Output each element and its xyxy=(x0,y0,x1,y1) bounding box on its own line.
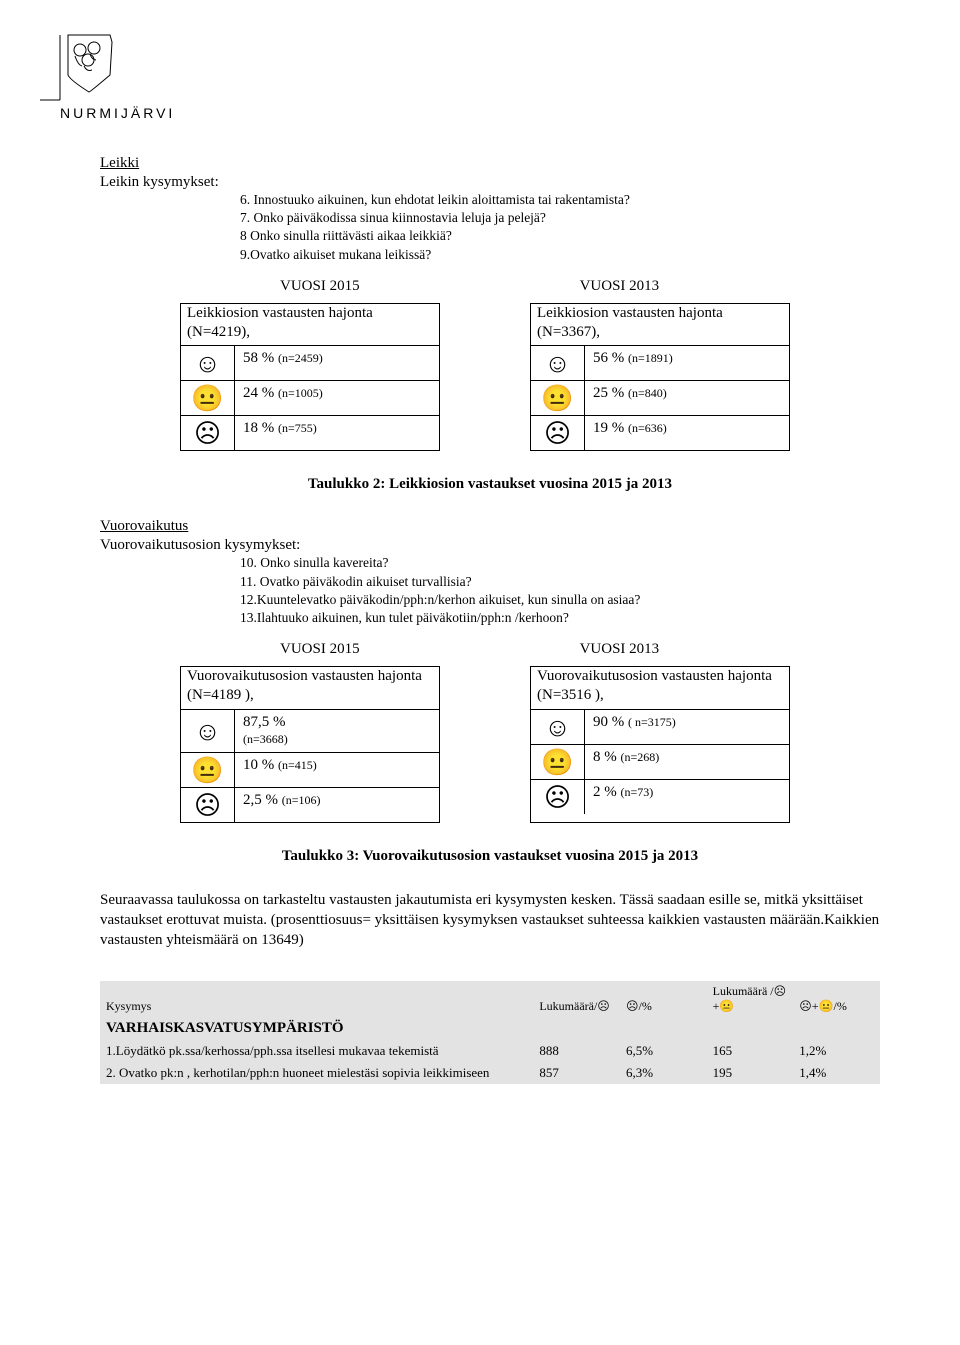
face-sad-icon: ☹ xyxy=(181,416,235,450)
cell-a: 888 xyxy=(533,1040,620,1062)
face-neutral-icon: 😐 xyxy=(181,753,235,787)
col-pct-sad: ☹/% xyxy=(620,981,707,1017)
face-neutral-icon: 😐 xyxy=(181,381,235,415)
box-head: Leikkiosion vastausten hajonta (N=3367), xyxy=(531,304,789,347)
vuoro-title: Vuorovaikutus xyxy=(100,518,880,535)
cell-b: 6,5% xyxy=(620,1040,707,1062)
vuoro-questions: 10. Onko sinulla kavereita? 11. Ovatko p… xyxy=(240,554,880,627)
face-happy-icon: ☺ xyxy=(181,710,235,752)
face-sad-icon: ☹ xyxy=(181,788,235,822)
stat-value: 8 % (n=268) xyxy=(585,745,789,779)
caption-3: Taulukko 3: Vuorovaikutusosion vastaukse… xyxy=(100,848,880,865)
col-pct-mix: ☹+😐/% xyxy=(793,981,880,1017)
year-2015: VUOSI 2015 xyxy=(280,641,360,658)
leikki-subtitle: Leikin kysymykset: xyxy=(100,174,880,191)
page: NURMIJÄRVI Leikki Leikin kysymykset: 6. … xyxy=(0,0,960,1144)
year-row-1: VUOSI 2015 VUOSI 2013 xyxy=(280,278,880,295)
table-row: VARHAISKASVATUSYMPÄRISTÖ xyxy=(100,1017,880,1040)
question-item: 10. Onko sinulla kavereita? xyxy=(240,554,880,572)
stat-value: 25 % (n=840) xyxy=(585,381,789,415)
cell-q: 2. Ovatko pk:n , kerhotilan/pph:n huonee… xyxy=(100,1062,533,1084)
logo-icon: NURMIJÄRVI xyxy=(40,30,190,125)
stat-row: ☺ 87,5 %(n=3668) xyxy=(181,710,439,752)
logo-area: NURMIJÄRVI xyxy=(40,30,880,125)
stat-value: 10 % (n=415) xyxy=(235,753,439,787)
question-item: 8 Onko sinulla riittävästi aikaa leikkiä… xyxy=(240,227,880,245)
caption-2: Taulukko 2: Leikkiosion vastaukset vuosi… xyxy=(100,476,880,493)
stat-row: ☺ 56 % (n=1891) xyxy=(531,346,789,380)
stat-row: 😐 24 % (n=1005) xyxy=(181,380,439,415)
year-row-2: VUOSI 2015 VUOSI 2013 xyxy=(280,641,880,658)
year-2013: VUOSI 2013 xyxy=(580,641,660,658)
stat-row: 😐 10 % (n=415) xyxy=(181,752,439,787)
face-happy-icon: ☺ xyxy=(181,346,235,380)
question-item: 12.Kuuntelevatko päiväkodin/pph:n/kerhon… xyxy=(240,591,880,609)
stat-value: 90 % ( n=3175) xyxy=(585,710,789,744)
stat-row: ☺ 90 % ( n=3175) xyxy=(531,710,789,744)
face-happy-icon: ☺ xyxy=(531,346,585,380)
face-sad-icon: ☹ xyxy=(531,780,585,814)
wordmark: NURMIJÄRVI xyxy=(60,105,175,121)
face-neutral-icon: 😐 xyxy=(531,381,585,415)
vuoro-box-2015: Vuorovaikutusosion vastausten hajonta (N… xyxy=(180,666,440,823)
stat-row: ☹ 2,5 % (n=106) xyxy=(181,787,439,822)
box-head: Vuorovaikutusosion vastausten hajonta (N… xyxy=(181,667,439,710)
question-item: 11. Ovatko päiväkodin aikuiset turvallis… xyxy=(240,573,880,591)
col-kysymys: Kysymys xyxy=(100,981,533,1017)
leikki-questions: 6. Innostuuko aikuinen, kun ehdotat leik… xyxy=(240,191,880,264)
table-header-row: Kysymys Lukumäärä/☹ ☹/% Lukumäärä /☹+😐 ☹… xyxy=(100,981,880,1017)
leikki-box-2013: Leikkiosion vastausten hajonta (N=3367),… xyxy=(530,303,790,452)
stat-row: 😐 8 % (n=268) xyxy=(531,744,789,779)
summary-paragraph: Seuraavassa taulukossa on tarkasteltu va… xyxy=(100,890,880,951)
stat-value: 2 % (n=73) xyxy=(585,780,789,814)
stat-row: ☹ 2 % (n=73) xyxy=(531,779,789,814)
leikki-box-2015: Leikkiosion vastausten hajonta (N=4219),… xyxy=(180,303,440,452)
cell-c: 165 xyxy=(707,1040,794,1062)
leikki-boxes: Leikkiosion vastausten hajonta (N=4219),… xyxy=(180,303,880,452)
stat-value: 18 % (n=755) xyxy=(235,416,439,450)
table-row: 2. Ovatko pk:n , kerhotilan/pph:n huonee… xyxy=(100,1062,880,1084)
face-sad-icon: ☹ xyxy=(531,416,585,450)
summary-table: Kysymys Lukumäärä/☹ ☹/% Lukumäärä /☹+😐 ☹… xyxy=(100,981,880,1084)
cell-b: 6,3% xyxy=(620,1062,707,1084)
env-header: VARHAISKASVATUSYMPÄRISTÖ xyxy=(100,1017,880,1040)
cell-d: 1,2% xyxy=(793,1040,880,1062)
stat-value: 2,5 % (n=106) xyxy=(235,788,439,822)
stat-row: ☹ 19 % (n=636) xyxy=(531,415,789,450)
question-item: 6. Innostuuko aikuinen, kun ehdotat leik… xyxy=(240,191,880,209)
vuoro-subtitle: Vuorovaikutusosion kysymykset: xyxy=(100,537,880,554)
stat-value: 87,5 %(n=3668) xyxy=(235,710,439,752)
stat-row: 😐 25 % (n=840) xyxy=(531,380,789,415)
cell-a: 857 xyxy=(533,1062,620,1084)
stat-value: 24 % (n=1005) xyxy=(235,381,439,415)
year-2013: VUOSI 2013 xyxy=(580,278,660,295)
face-happy-icon: ☺ xyxy=(531,710,585,744)
face-neutral-icon: 😐 xyxy=(531,745,585,779)
box-head: Vuorovaikutusosion vastausten hajonta (N… xyxy=(531,667,789,710)
vuoro-boxes: Vuorovaikutusosion vastausten hajonta (N… xyxy=(180,666,880,823)
stat-row: ☹ 18 % (n=755) xyxy=(181,415,439,450)
question-item: 7. Onko päiväkodissa sinua kiinnostavia … xyxy=(240,209,880,227)
leikki-title: Leikki xyxy=(100,155,880,172)
stat-value: 58 % (n=2459) xyxy=(235,346,439,380)
question-item: 13.Ilahtuuko aikuinen, kun tulet päiväko… xyxy=(240,609,880,627)
stat-value: 56 % (n=1891) xyxy=(585,346,789,380)
cell-c: 195 xyxy=(707,1062,794,1084)
cell-q: 1.Löydätkö pk.ssa/kerhossa/pph.ssa itsel… xyxy=(100,1040,533,1062)
stat-value: 19 % (n=636) xyxy=(585,416,789,450)
box-head: Leikkiosion vastausten hajonta (N=4219), xyxy=(181,304,439,347)
cell-d: 1,4% xyxy=(793,1062,880,1084)
table-row: 1.Löydätkö pk.ssa/kerhossa/pph.ssa itsel… xyxy=(100,1040,880,1062)
question-item: 9.Ovatko aikuiset mukana leikissä? xyxy=(240,246,880,264)
col-lukumaara-sad: Lukumäärä/☹ xyxy=(533,981,620,1017)
year-2015: VUOSI 2015 xyxy=(280,278,360,295)
vuoro-box-2013: Vuorovaikutusosion vastausten hajonta (N… xyxy=(530,666,790,823)
stat-row: ☺ 58 % (n=2459) xyxy=(181,346,439,380)
col-lukumaara-mix: Lukumäärä /☹+😐 xyxy=(707,981,794,1017)
